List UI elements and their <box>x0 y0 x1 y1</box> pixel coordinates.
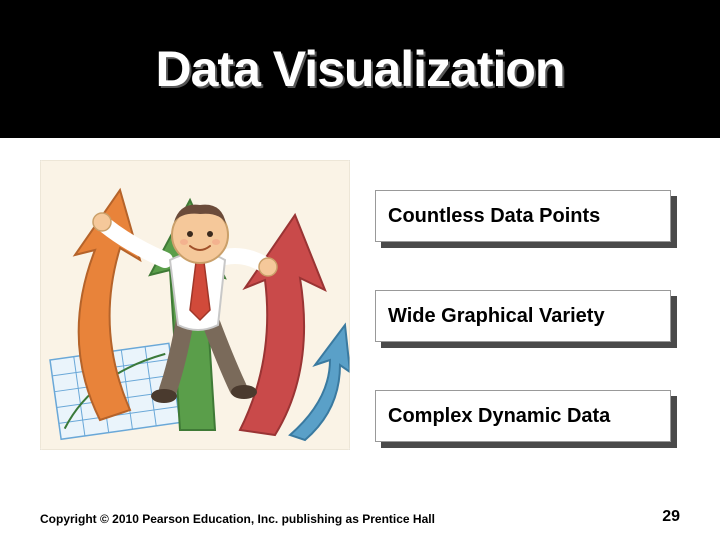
bullet-front: Complex Dynamic Data <box>375 390 671 442</box>
content-area: Countless Data Points Wide Graphical Var… <box>0 150 720 490</box>
slide-title: Data Visualization <box>156 40 565 98</box>
bullet-item: Wide Graphical Variety <box>375 290 671 342</box>
bullet-item: Complex Dynamic Data <box>375 390 671 442</box>
bullet-label: Countless Data Points <box>388 205 600 228</box>
bullet-front: Wide Graphical Variety <box>375 290 671 342</box>
businessman-arrows-illustration <box>40 160 350 450</box>
bullet-list: Countless Data Points Wide Graphical Var… <box>375 190 685 490</box>
page-number: 29 <box>662 508 680 526</box>
bullet-label: Complex Dynamic Data <box>388 405 610 428</box>
title-bar: Data Visualization <box>0 0 720 138</box>
bullet-label: Wide Graphical Variety <box>388 305 605 328</box>
footer: Copyright © 2010 Pearson Education, Inc.… <box>40 508 680 526</box>
bullet-front: Countless Data Points <box>375 190 671 242</box>
copyright-text: Copyright © 2010 Pearson Education, Inc.… <box>40 512 435 526</box>
bullet-item: Countless Data Points <box>375 190 671 242</box>
